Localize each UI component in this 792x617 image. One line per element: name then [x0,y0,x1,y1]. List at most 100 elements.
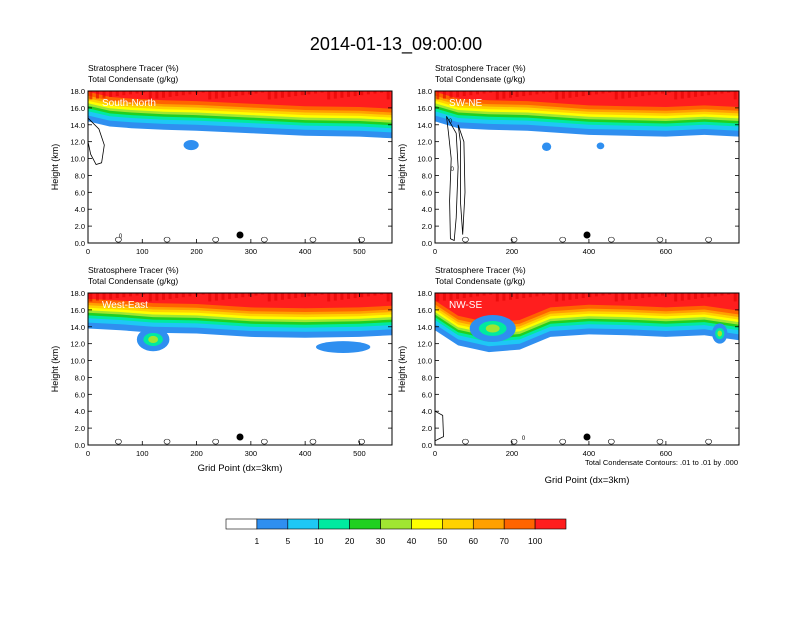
tracer-streak [314,293,317,296]
tracer-streak [188,293,192,297]
surface-contour [115,438,122,445]
tracer-pocket-core [717,330,723,337]
tracer-streak [333,91,337,99]
y-axis-label: Height (km) [397,346,407,393]
y-tick-label: 18.0 [417,87,432,96]
tracer-streak [353,91,357,97]
tracer-streak [267,91,271,100]
y-axis-label: Height (km) [50,144,60,191]
colorbar-swatch [225,518,258,530]
tracer-streak [294,91,298,97]
colorbar-label: 60 [469,536,479,546]
panel-title-2: Total Condensate (g/kg) [435,276,525,286]
colorbar-swatch [442,518,474,530]
plot-area: 0 [435,293,739,445]
tracer-streak [234,91,238,97]
y-axis-label: Height (km) [50,346,60,393]
plot-frame [87,292,393,446]
panel-title-1: Stratosphere Tracer (%) [435,265,526,275]
plot-frame [434,292,740,446]
contour-footnote: Total Condensate Contours: .01 to .01 by… [585,458,738,467]
tracer-streak [542,293,546,296]
y-tick-label: 14.0 [70,121,85,130]
colorbar-label: 40 [407,536,417,546]
tracer-streak [713,91,717,95]
tracer-streak [502,91,506,99]
tracer-streak [627,293,631,300]
tracer-streak [667,293,671,295]
tracer-streak [115,293,119,299]
tracer-streak [594,293,598,297]
location-marker [236,231,244,239]
tracer-streak [581,91,585,97]
tracer-streak [320,91,324,93]
y-tick-label: 12.0 [70,138,85,147]
tracer-streak [135,293,139,296]
tracer-streak [469,91,473,96]
surface-contour [212,236,219,243]
tracer-streak [300,91,304,96]
tracer-streak [135,91,139,94]
tracer-pocket [541,142,552,151]
tracer-streak [647,91,651,96]
surface-contour [358,236,365,243]
tracer-streak [148,91,152,100]
y-tick-label: 4.0 [422,407,432,416]
surface-contour [115,236,122,243]
surface-contour [309,236,317,243]
y-tick-label: 18.0 [417,289,432,298]
tracer-streak [102,293,106,300]
tracer-streak [641,91,645,97]
tracer-streak [561,91,565,99]
tracer-pocket-core [485,324,500,333]
tracer-streak [380,91,384,93]
tracer-streak [201,91,205,93]
tracer-streak [373,293,377,296]
figure-title: 2014-01-13_09:00:00 [310,34,482,55]
x-tick-label: 500 [353,247,366,256]
surface-contour [705,236,712,243]
tracer-streak [641,293,645,299]
x-tick-label: 0 [86,247,90,256]
tracer-streak [495,293,499,302]
tracer-streak [300,293,304,298]
panel-title-2: Total Condensate (g/kg) [88,276,178,286]
y-tick-label: 12.0 [70,340,85,349]
tracer-streak [733,293,737,302]
tracer-streak [720,91,724,94]
tracer-streak [449,293,453,300]
tracer-streak [181,91,185,96]
panel-south-north: 0 South-North Stratosphere Tracer (%)Total… [50,63,393,256]
tracer-streak [347,293,351,299]
tracer-streak [515,293,519,299]
tracer-pocket [183,139,199,151]
colorbar-swatch [472,518,505,530]
tracer-streak [621,293,625,301]
tracer-pocket [596,142,605,150]
tracer-streak [221,91,225,98]
x-tick-label: 200 [190,449,203,458]
tracer-streak [386,293,390,302]
tracer-streak [254,293,258,296]
tracer-streak [142,293,146,295]
tracer-streak [627,91,631,98]
location-marker [236,433,244,441]
tracer-streak [680,293,684,301]
plot-frame [87,90,393,244]
contour-label: 0 [522,436,526,442]
colorbar-swatch [256,518,289,530]
tracer-streak [495,91,499,100]
tracer-band-10 [435,293,739,323]
tracer-streak [162,293,165,300]
y-tick-label: 4.0 [75,205,85,214]
x-tick-label: 100 [136,449,149,458]
tracer-streak [360,91,364,96]
tracer-streak [247,293,251,297]
colorbar-swatch [534,518,567,530]
tracer-streak [654,91,658,95]
y-tick-label: 8.0 [75,373,85,382]
tracer-streak [109,91,113,97]
colorbar-swatch [411,518,443,530]
tracer-streak [142,91,146,93]
